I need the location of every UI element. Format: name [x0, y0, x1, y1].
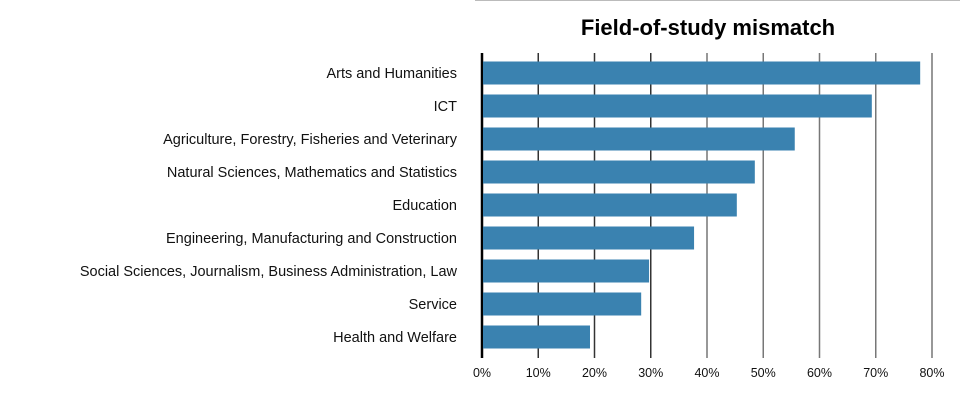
category-label: Education: [393, 198, 458, 214]
category-label: Agriculture, Forestry, Fisheries and Vet…: [163, 132, 458, 148]
bar: [483, 325, 590, 349]
category-label: Health and Welfare: [333, 330, 457, 346]
x-tick-label: 20%: [582, 366, 607, 380]
bar: [483, 193, 737, 217]
category-label: Service: [409, 297, 457, 313]
x-tick-label: 10%: [526, 366, 551, 380]
category-label: ICT: [434, 99, 458, 115]
x-tick-label: 60%: [807, 366, 832, 380]
bar: [483, 127, 795, 151]
bar: [483, 292, 642, 316]
chart-title: Field-of-study mismatch: [581, 15, 835, 40]
x-tick-label: 40%: [694, 366, 719, 380]
category-label: Social Sciences, Journalism, Business Ad…: [80, 264, 458, 280]
bar: [483, 94, 872, 118]
top-divider: [475, 0, 960, 1]
x-tick-label: 0%: [473, 366, 491, 380]
bar: [483, 259, 650, 283]
bar: [483, 226, 695, 250]
x-tick-label: 30%: [638, 366, 663, 380]
x-tick-label: 50%: [751, 366, 776, 380]
x-tick-label: 80%: [919, 366, 944, 380]
bar: [483, 160, 755, 184]
category-label: Engineering, Manufacturing and Construct…: [166, 231, 457, 247]
x-tick-label: 70%: [863, 366, 888, 380]
category-label: Arts and Humanities: [326, 66, 457, 82]
bar: [483, 61, 921, 85]
category-label: Natural Sciences, Mathematics and Statis…: [167, 165, 457, 181]
